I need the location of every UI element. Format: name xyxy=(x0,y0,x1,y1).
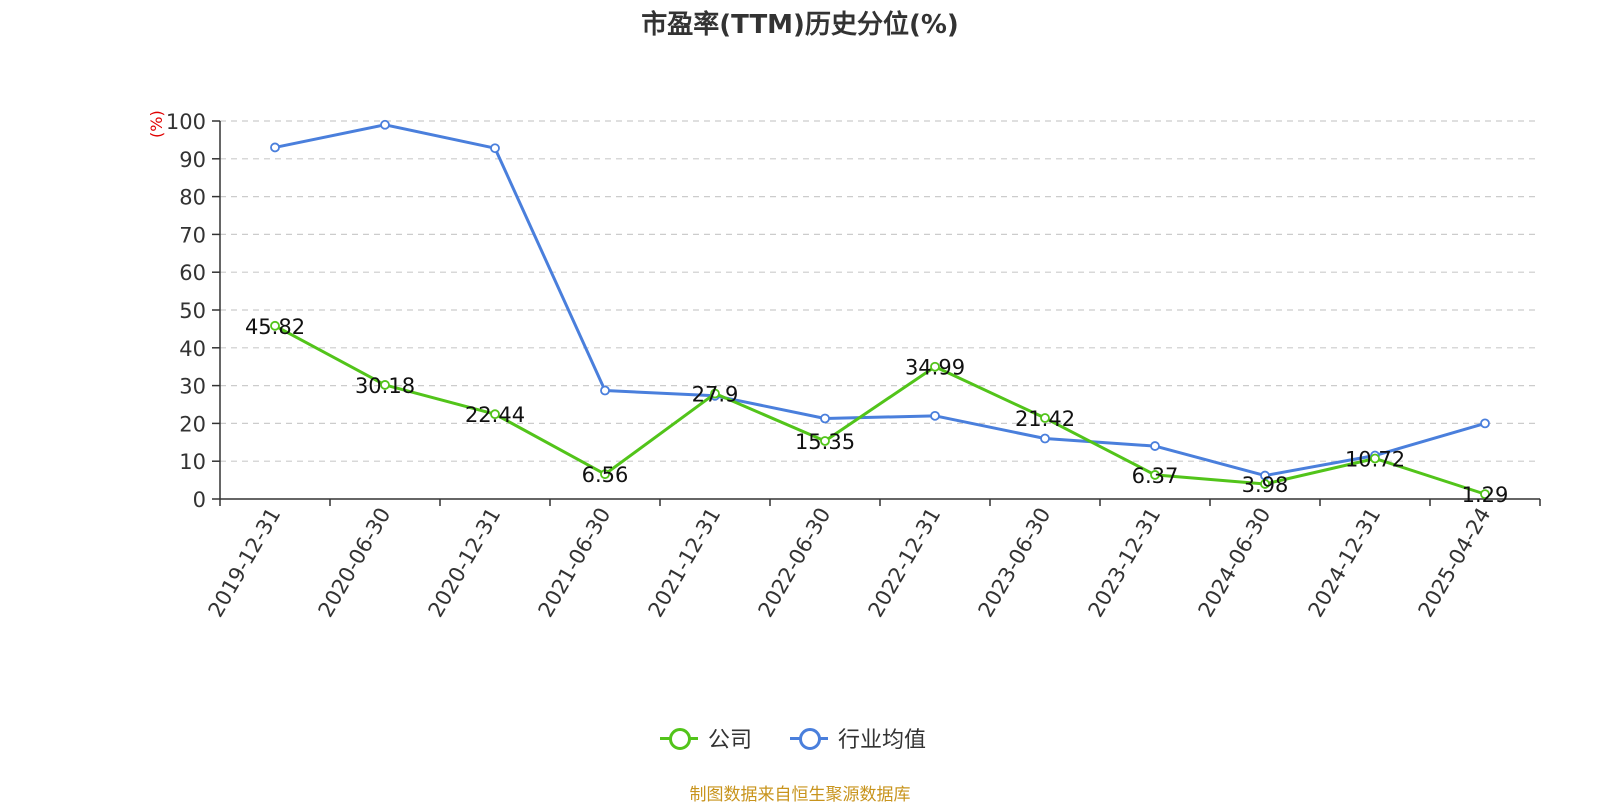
company-data-label: 45.82 xyxy=(245,315,305,339)
industry-data-point xyxy=(1150,441,1160,451)
industry-data-point xyxy=(600,385,610,396)
legend-label-company: 公司 xyxy=(708,728,753,753)
y-tick-label: 60 xyxy=(179,261,206,285)
industry-data-point xyxy=(1480,418,1490,429)
company-data-label: 30.18 xyxy=(355,374,415,398)
legend-marker-industry xyxy=(790,727,828,750)
company-series-line xyxy=(274,324,1486,496)
company-data-label: 6.56 xyxy=(582,463,629,487)
legend-item-industry[interactable]: 行业均值 xyxy=(790,722,926,754)
industry-data-point xyxy=(1040,433,1050,444)
x-tick-label: 2021-06-30 xyxy=(534,504,616,622)
company-data-label: 3.98 xyxy=(1242,473,1289,497)
legend: 公司 行业均值 xyxy=(0,722,1600,754)
line-chart: 0 10 20 30 40 50 60 70 80 90 100 2019-12-31 2020-06-… xyxy=(166,110,1541,622)
company-data-label: 10.72 xyxy=(1345,447,1405,471)
company-data-label: 1.29 xyxy=(1462,483,1509,507)
x-tick-label: 2023-12-31 xyxy=(1084,504,1166,622)
company-data-point xyxy=(490,409,500,420)
company-data-label: 22.44 xyxy=(465,403,525,427)
company-data-point xyxy=(710,388,720,399)
y-tick-label: 50 xyxy=(179,299,206,323)
industry-data-point xyxy=(930,410,940,421)
company-data-point xyxy=(600,469,610,480)
y-tick-label: 40 xyxy=(179,337,206,361)
x-tick-label: 2019-12-31 xyxy=(204,504,286,622)
x-tick-label: 2022-12-31 xyxy=(864,504,946,622)
industry-data-point xyxy=(270,142,280,153)
company-data-point xyxy=(270,320,280,331)
y-tick-label: 10 xyxy=(179,450,206,474)
y-tick-label: 0 xyxy=(193,488,206,512)
legend-item-company[interactable]: 公司 xyxy=(660,722,752,754)
company-data-label: 27.9 xyxy=(692,383,739,407)
industry-data-point xyxy=(490,143,500,154)
company-data-point xyxy=(820,436,830,446)
legend-marker-company xyxy=(660,727,698,750)
company-data-point xyxy=(930,361,940,372)
company-data-label: 21.42 xyxy=(1015,407,1075,431)
company-data-point xyxy=(380,380,390,390)
data-source-note: 制图数据来自恒生聚源数据库 xyxy=(689,785,911,805)
industry-data-point xyxy=(820,413,830,424)
x-tick-label: 2024-06-30 xyxy=(1194,504,1276,622)
x-tick-label: 2025-04-24 xyxy=(1414,504,1496,622)
y-tick-label: 80 xyxy=(179,186,206,210)
industry-series-line xyxy=(274,123,1486,478)
x-tick-label: 2020-12-31 xyxy=(424,504,506,622)
chart-title: 市盈率(TTM)历史分位(%) xyxy=(641,10,959,40)
x-tick-label: 2024-12-31 xyxy=(1304,504,1386,622)
company-data-point xyxy=(1260,479,1270,489)
x-tick-label: 2021-12-31 xyxy=(644,504,726,622)
company-data-point xyxy=(1040,413,1050,423)
y-tick-label: 100 xyxy=(166,110,206,134)
company-data-point xyxy=(1150,470,1160,480)
y-tick-label: 20 xyxy=(179,412,206,436)
y-tick-label: 70 xyxy=(179,223,206,247)
legend-label-industry: 行业均值 xyxy=(838,728,927,753)
company-data-point xyxy=(1480,489,1490,500)
y-tick-label: 90 xyxy=(179,148,206,172)
y-tick-label: 30 xyxy=(179,375,206,399)
x-tick-label: 2022-06-30 xyxy=(754,504,836,622)
x-tick-label: 2023-06-30 xyxy=(974,504,1056,622)
company-data-label: 34.99 xyxy=(905,356,965,380)
company-data-label: 6.37 xyxy=(1132,464,1179,488)
company-data-point xyxy=(1370,453,1380,464)
industry-data-point xyxy=(380,119,390,130)
x-tick-label: 2020-06-30 xyxy=(314,504,396,622)
company-data-label: 15.35 xyxy=(795,430,855,454)
